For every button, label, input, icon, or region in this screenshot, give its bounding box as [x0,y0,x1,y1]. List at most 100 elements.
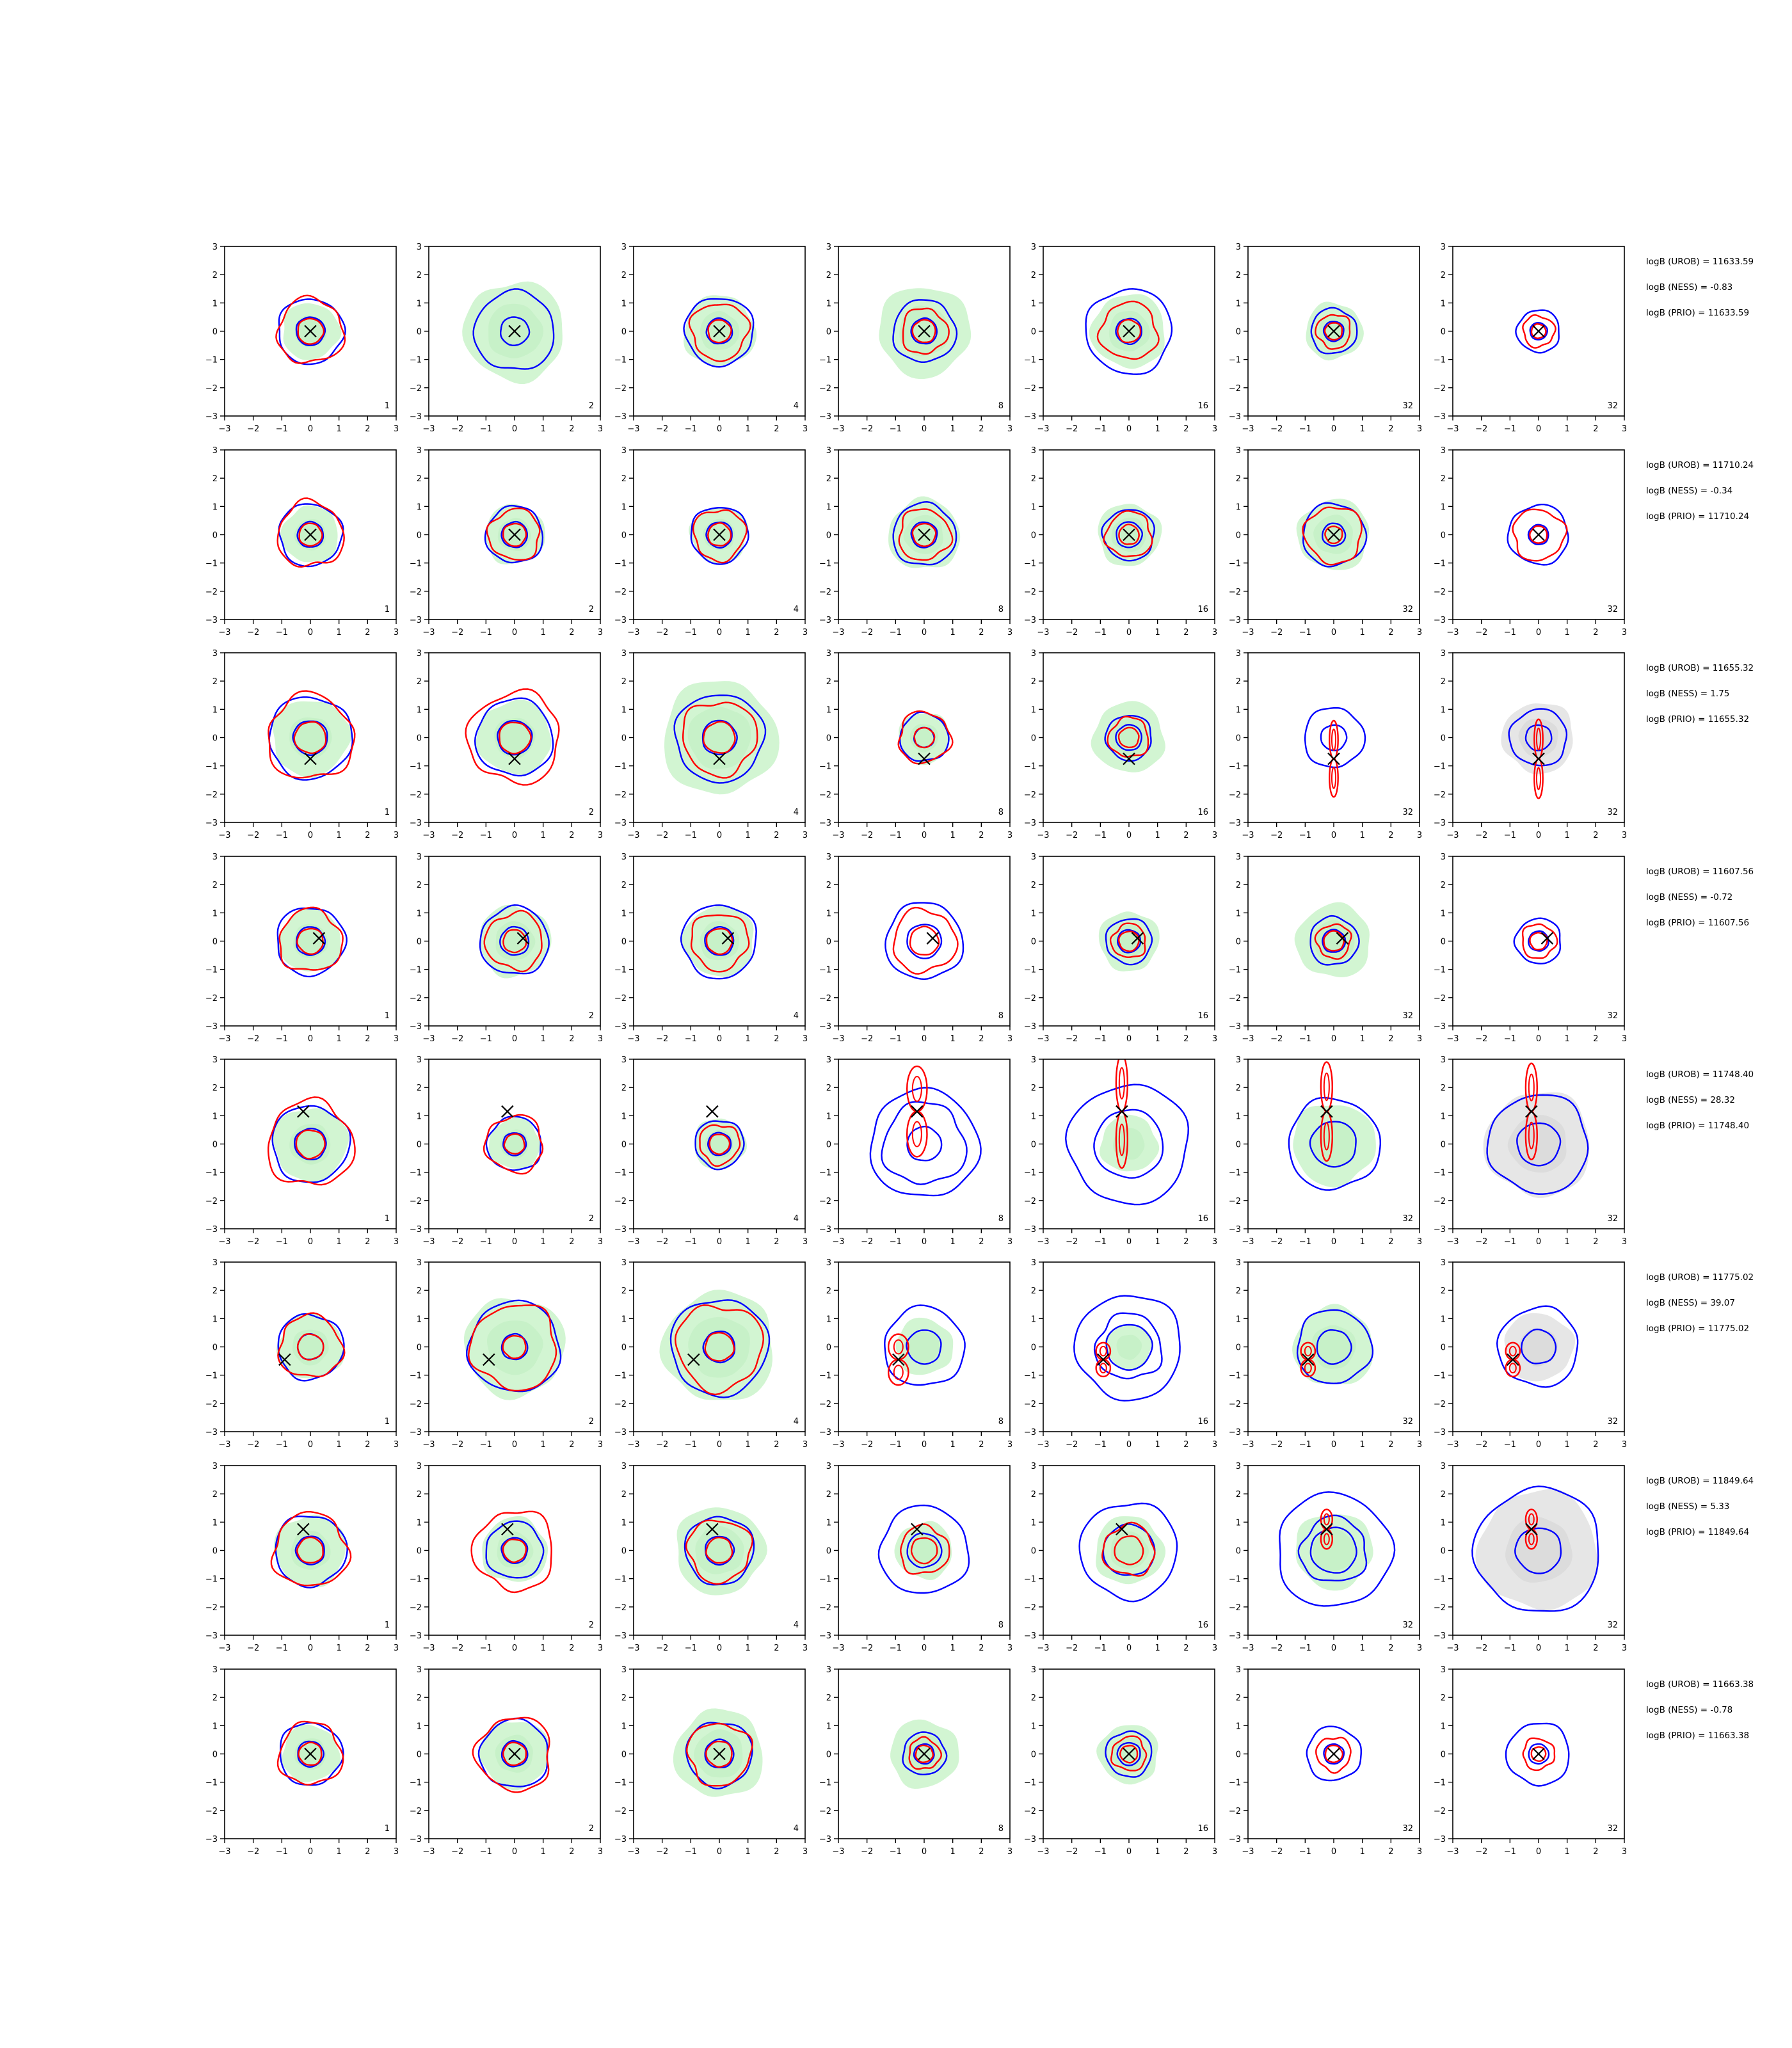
y-tick-label: 3 [212,1258,218,1268]
panel-body [683,295,757,368]
robust-contour-outer [1107,716,1149,758]
robust-contour-outer [699,1124,741,1167]
x-tick-label: 1 [1155,1237,1160,1247]
robust-contour-inner [705,1536,733,1564]
true-point-marker [508,528,521,541]
y-tick-label: 1 [1236,1112,1241,1121]
y-tick-label: −2 [410,994,422,1004]
x-tick-label: −2 [1475,831,1487,840]
panel-r7-c1: −3 3 −2 2 −1 1 0 0 1 −1 2 −2 3 −3 1 [205,1462,399,1653]
x-tick-label: 2 [1183,424,1188,434]
y-tick-label: −2 [819,588,831,597]
ness-contour-inner [704,1738,735,1768]
ness-contour-inner [1105,1324,1153,1371]
x-tick-label: −3 [218,424,230,434]
y-tick-label: −3 [1434,616,1446,625]
robust-contour-inner [1118,524,1140,545]
y-tick-label: 0 [621,938,627,947]
y-tick-label: 2 [621,677,627,687]
x-tick-label: −2 [656,831,668,840]
y-tick-label: −2 [410,1197,422,1206]
y-tick-label: −3 [410,819,422,828]
y-tick-label: −1 [1229,1779,1241,1788]
robust-contour-inner [1324,525,1343,545]
x-tick-label: 3 [1212,1847,1217,1857]
x-tick-label: 0 [512,1440,517,1450]
y-tick-label: 3 [1441,243,1446,252]
y-tick-label: 2 [417,271,422,280]
panel-label: 2 [589,1417,594,1427]
y-tick-label: 1 [1441,1315,1446,1324]
y-tick-label: −3 [614,1835,627,1844]
x-tick-label: 1 [541,628,546,637]
robust-contour-outer [892,906,959,975]
y-tick-label: 3 [1236,649,1241,659]
y-tick-label: −3 [410,1022,422,1032]
x-tick-label: 1 [541,1440,546,1450]
y-tick-label: 2 [212,1084,218,1093]
true-point-marker [304,752,317,765]
y-tick-label: 3 [417,1055,422,1065]
panel-body [1098,504,1162,566]
y-tick-label: 3 [1031,446,1036,456]
y-tick-label: 3 [1441,649,1446,659]
y-tick-label: 1 [1236,1518,1241,1528]
y-tick-label: −1 [819,762,831,772]
panel-r6-c3: −3 3 −2 2 −1 1 0 0 1 −1 2 −2 3 −3 4 [614,1258,808,1450]
x-tick-label: 1 [746,1847,751,1857]
x-tick-label: −3 [832,628,844,637]
y-tick-label: −2 [205,588,218,597]
logb-ness-label: logB (NESS) = -0.72 [1646,892,1732,902]
robust-contour-outer [691,914,750,973]
y-tick-label: 2 [621,1490,627,1500]
x-tick-label: 3 [1007,1440,1012,1450]
robust-contour-inner [502,522,527,547]
y-tick-label: −2 [614,1807,627,1816]
true-point-marker [1327,1747,1340,1761]
y-tick-label: 3 [826,1665,831,1675]
x-tick-label: −2 [1066,1440,1078,1450]
x-tick-label: 0 [717,1237,722,1247]
x-tick-label: −3 [832,1237,844,1247]
panel-label: 2 [589,808,594,817]
ness-contour-inner [1115,724,1142,751]
x-tick-label: 3 [1007,1034,1012,1044]
robust-contour-inner [702,721,736,754]
y-tick-label: 2 [212,1286,218,1296]
ness-contour-inner [500,1332,529,1361]
robust-contour-inner [1117,931,1140,952]
x-tick-label: −3 [1446,1440,1459,1450]
panel-label: 8 [998,1824,1004,1834]
ness-contour-outer [877,1504,970,1594]
ness-contour-inner [1116,929,1142,954]
panel-body [884,1304,966,1386]
robust-contour-inner [910,1537,938,1565]
y-tick-label: 3 [826,1462,831,1471]
x-tick-label: 1 [746,1237,751,1247]
panel-r4-c4: −3 3 −2 2 −1 1 0 0 1 −1 2 −2 3 −3 8 [819,852,1012,1044]
panel-r2-c5: −3 3 −2 2 −1 1 0 0 1 −1 2 −2 3 −3 16 [1024,446,1217,637]
ness-contour-inner [910,521,938,549]
panel-r3-c6: −3 3 −2 2 −1 1 0 0 1 −1 2 −2 3 −3 32 [1229,649,1422,840]
x-tick-label: 2 [365,831,370,840]
y-tick-label: 1 [621,299,627,308]
y-tick-label: 1 [621,909,627,918]
panel-r6-c5: −3 3 −2 2 −1 1 0 0 1 −1 2 −2 3 −3 16 [1024,1258,1217,1450]
y-tick-label: −1 [1024,1779,1036,1788]
robust-contour-outer [1522,314,1556,349]
panel-body [276,1720,344,1786]
y-tick-label: −2 [205,1807,218,1816]
y-tick-label: 1 [1441,1518,1446,1528]
panel-body [1078,1502,1178,1603]
robust-mode-core [1528,1073,1535,1101]
x-tick-label: −3 [832,1034,844,1044]
x-tick-label: 3 [394,1644,399,1653]
x-tick-label: 1 [746,1440,751,1450]
y-tick-label: −3 [1024,819,1036,828]
y-tick-label: −1 [1024,1575,1036,1585]
x-tick-label: −2 [451,628,463,637]
y-tick-label: 0 [1441,734,1446,744]
x-tick-label: −3 [832,831,844,840]
x-tick-label: 0 [1126,628,1132,637]
logb-urob-label: logB (UROB) = 11849.64 [1646,1476,1754,1486]
